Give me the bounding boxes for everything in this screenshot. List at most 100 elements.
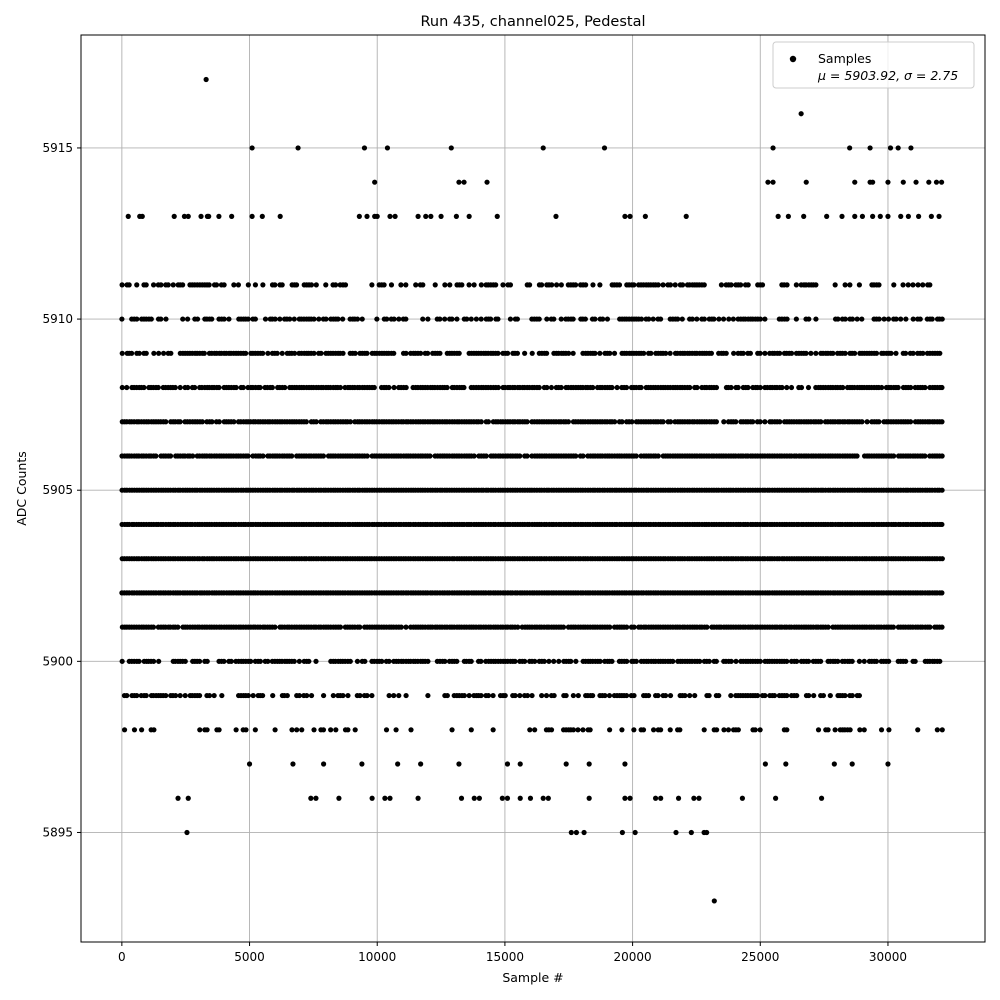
data-point [886, 727, 892, 733]
data-point [213, 282, 220, 288]
data-point [196, 658, 203, 664]
data-point [398, 624, 404, 630]
data-point [391, 316, 397, 322]
y-axis-label: ADC Counts [14, 451, 29, 526]
data-point [442, 316, 448, 322]
data-point [545, 795, 551, 801]
data-point [885, 316, 892, 322]
data-point [856, 658, 863, 664]
data-point [396, 692, 402, 699]
data-point [859, 213, 866, 219]
data-point [673, 829, 679, 836]
data-point [291, 658, 297, 664]
data-point [784, 727, 790, 733]
data-point [856, 282, 862, 288]
data-point [316, 316, 322, 322]
data-point [757, 419, 763, 425]
data-point [284, 692, 290, 699]
data-point [502, 692, 508, 699]
data-point [609, 658, 615, 664]
data-point [505, 350, 511, 356]
data-point [527, 795, 534, 801]
data-point [291, 316, 297, 322]
data-point [606, 692, 613, 699]
data-point [180, 316, 186, 322]
data-point [893, 316, 899, 322]
data-point [939, 316, 945, 322]
legend: Samples μ = 5903.92, σ = 2.75 [772, 41, 975, 89]
data-point [857, 727, 863, 733]
data-point [908, 384, 914, 391]
data-point [246, 761, 253, 767]
data-point [248, 658, 254, 664]
data-point [323, 316, 329, 322]
data-point [580, 453, 586, 459]
data-point [597, 658, 603, 664]
data-point [299, 727, 305, 733]
data-point [607, 727, 613, 733]
data-point [308, 692, 315, 699]
data-point [119, 350, 125, 356]
data-point [849, 316, 856, 322]
data-point [694, 384, 700, 391]
data-point [575, 727, 581, 733]
data-point [245, 282, 251, 288]
data-point [311, 350, 317, 356]
data-point [590, 384, 596, 391]
data-point [658, 795, 664, 801]
x-axis-label: Sample # [502, 970, 563, 985]
data-point [184, 829, 190, 836]
data-point [185, 384, 191, 391]
data-point [754, 692, 761, 699]
data-point [362, 658, 368, 664]
data-point [711, 316, 717, 322]
data-point [902, 350, 909, 356]
data-point [629, 419, 635, 425]
data-point [886, 658, 892, 664]
data-point [856, 692, 862, 699]
data-point [895, 145, 901, 151]
data-point [119, 316, 125, 322]
data-point [831, 761, 837, 767]
data-point [141, 384, 147, 391]
data-point [396, 316, 402, 322]
data-point [413, 282, 419, 288]
data-point [704, 829, 710, 836]
data-point [873, 350, 880, 356]
data-point [354, 658, 361, 664]
data-point [249, 145, 255, 151]
data-point [539, 282, 545, 288]
data-point [517, 795, 523, 801]
data-point [478, 282, 484, 288]
data-point [815, 727, 822, 733]
data-point [514, 316, 520, 322]
data-point [687, 692, 693, 699]
data-point [461, 692, 467, 699]
data-point [735, 727, 741, 733]
data-point [928, 213, 934, 219]
data-point [196, 692, 203, 699]
data-point [870, 179, 876, 185]
data-point [180, 282, 186, 288]
data-point [293, 282, 300, 288]
data-point [432, 282, 438, 288]
data-point [448, 145, 454, 151]
data-point [209, 316, 215, 322]
data-point [641, 350, 647, 356]
data-point [415, 795, 421, 801]
data-point [660, 282, 666, 288]
data-point [306, 658, 312, 664]
data-point [655, 692, 661, 699]
data-point [527, 727, 533, 733]
data-point [825, 727, 831, 733]
data-point [762, 316, 768, 322]
data-point [543, 692, 550, 699]
data-point [294, 727, 300, 733]
data-point [296, 658, 302, 664]
data-point [231, 282, 237, 288]
data-point [357, 692, 363, 699]
x-tick-label: 10000 [358, 950, 396, 964]
y-tick-label: 5900 [42, 654, 73, 668]
data-point [303, 419, 309, 425]
